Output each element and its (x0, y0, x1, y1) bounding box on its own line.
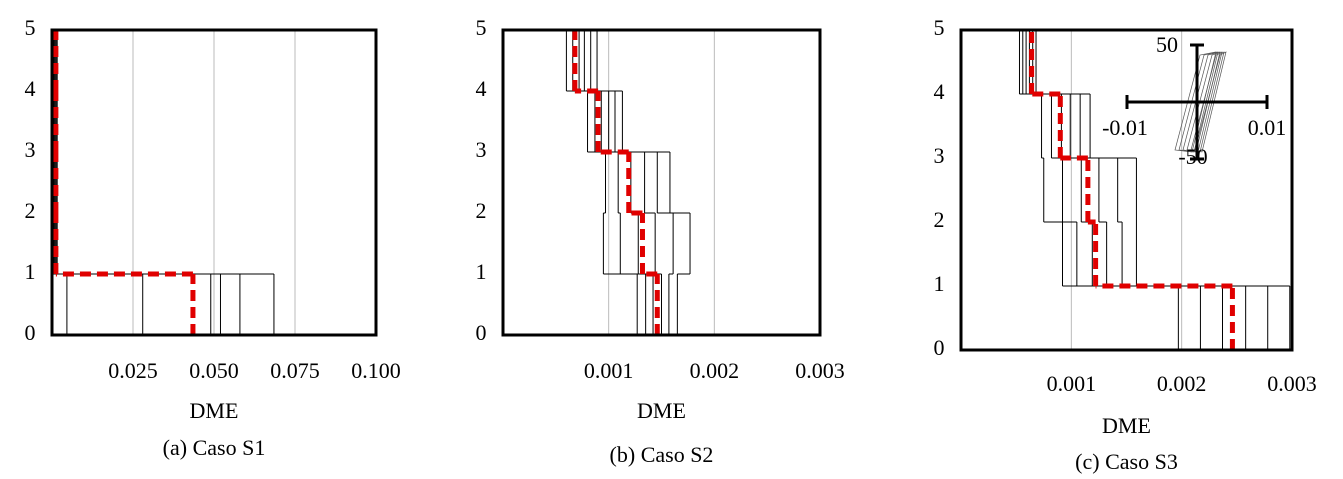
hysteresis-loop (1174, 51, 1217, 153)
y-tick-label: 3 (25, 137, 36, 162)
y-tick-label: 5 (476, 15, 487, 40)
plot-frame (501, 28, 822, 337)
hysteresis-loop (1186, 51, 1223, 153)
y-tick-label: 1 (934, 271, 945, 296)
x-axis-label: DME (1102, 413, 1151, 438)
x-tick-label: 0.001 (1047, 371, 1097, 396)
x-tick-label: 0.003 (795, 358, 845, 383)
y-tick-label: 2 (476, 198, 487, 223)
x-tick-label: 0.050 (189, 358, 239, 383)
inset-x-tick-label: 0.01 (1248, 115, 1287, 140)
x-axis-label: DME (190, 398, 239, 423)
inset-x-tick-label: -0.01 (1102, 115, 1148, 140)
y-tick-label: 4 (25, 76, 36, 101)
y-tick-label: 4 (934, 79, 945, 104)
inset-y-tick-label: 50 (1156, 32, 1178, 57)
y-tick-label: 2 (934, 207, 945, 232)
y-tick-label: 1 (25, 259, 36, 284)
caption: (a) Caso S1 (163, 435, 266, 460)
y-tick-label: 4 (476, 76, 487, 101)
x-tick-label: 0.100 (351, 358, 401, 383)
y-tick-label: 3 (476, 137, 487, 162)
y-tick-label: 3 (934, 143, 945, 168)
y-tick-label: 0 (934, 335, 945, 360)
hysteresis-loop (1182, 51, 1221, 153)
x-tick-label: 0.075 (270, 358, 320, 383)
x-tick-label: 0.002 (690, 358, 740, 383)
y-tick-label: 2 (25, 198, 36, 223)
x-tick-label: 0.025 (108, 358, 158, 383)
y-tick-label: 5 (934, 15, 945, 40)
plot-frame (50, 28, 378, 337)
caption: (c) Caso S3 (1075, 449, 1178, 474)
caption: (b) Caso S2 (610, 442, 714, 467)
inset-y-tick-label: -50 (1178, 144, 1207, 169)
x-axis-label: DME (637, 398, 686, 423)
y-tick-label: 1 (476, 259, 487, 284)
y-tick-label: 5 (25, 15, 36, 40)
hysteresis-loop (1194, 51, 1227, 153)
y-tick-label: 0 (25, 320, 36, 345)
x-tick-label: 0.001 (584, 358, 634, 383)
x-tick-label: 0.003 (1267, 371, 1317, 396)
y-tick-label: 0 (476, 320, 487, 345)
x-tick-label: 0.002 (1157, 371, 1207, 396)
plot-frame (959, 28, 1294, 352)
